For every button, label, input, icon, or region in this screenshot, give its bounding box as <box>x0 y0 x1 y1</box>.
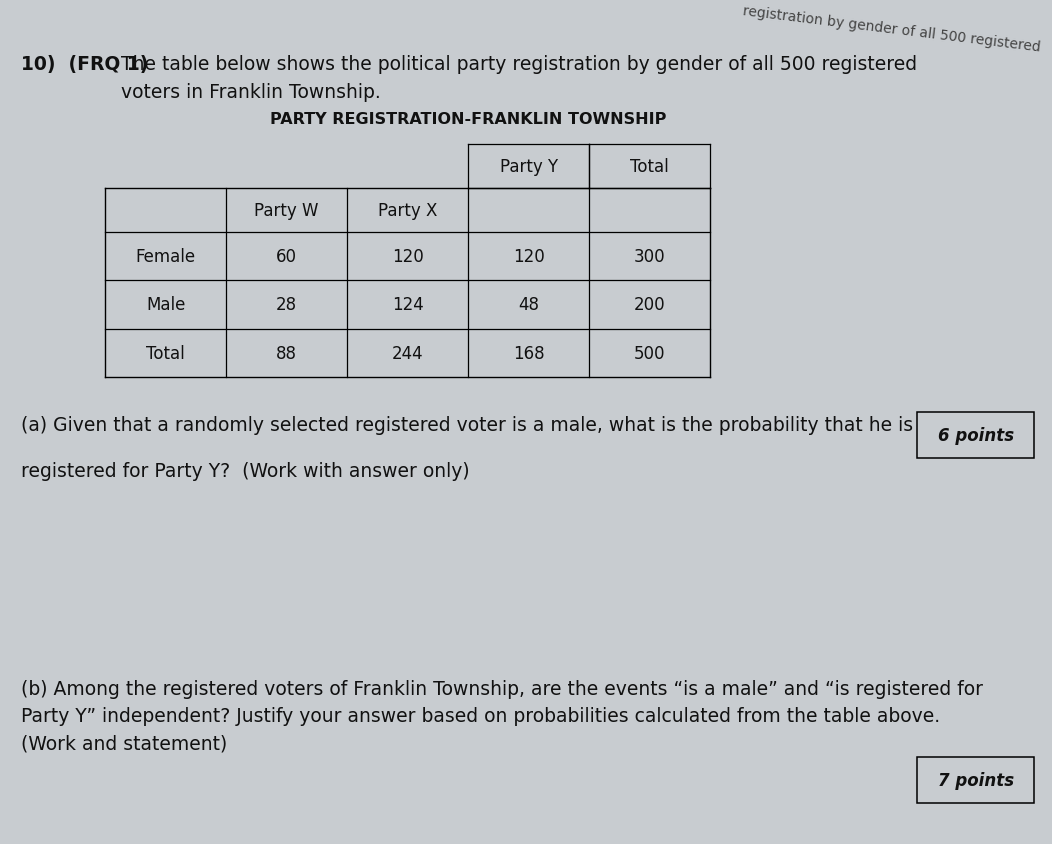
Text: registration by gender of all 500 registered: registration by gender of all 500 regist… <box>742 4 1041 55</box>
Text: 168: 168 <box>512 344 545 362</box>
Text: Total: Total <box>146 344 185 362</box>
Text: 6 points: 6 points <box>937 426 1014 445</box>
Text: 28: 28 <box>276 296 298 314</box>
Text: 60: 60 <box>277 248 297 266</box>
Text: 10)  (FRQ 1): 10) (FRQ 1) <box>21 55 155 73</box>
Text: 88: 88 <box>277 344 297 362</box>
Text: registered for Party Y?  (Work with answer only): registered for Party Y? (Work with answe… <box>21 462 469 480</box>
Text: 300: 300 <box>633 248 666 266</box>
Text: Total: Total <box>630 158 669 176</box>
Text: Party W: Party W <box>255 202 319 220</box>
Text: 500: 500 <box>634 344 665 362</box>
Text: Party X: Party X <box>378 202 438 220</box>
Text: PARTY REGISTRATION-FRANKLIN TOWNSHIP: PARTY REGISTRATION-FRANKLIN TOWNSHIP <box>270 111 666 127</box>
Text: 200: 200 <box>633 296 666 314</box>
Text: (b) Among the registered voters of Franklin Township, are the events “is a male”: (b) Among the registered voters of Frank… <box>21 679 983 753</box>
Text: Party Y: Party Y <box>500 158 558 176</box>
Text: 244: 244 <box>391 344 424 362</box>
Text: 7 points: 7 points <box>937 771 1014 789</box>
Text: 120: 120 <box>512 248 545 266</box>
Text: 124: 124 <box>391 296 424 314</box>
Text: 120: 120 <box>391 248 424 266</box>
Text: The table below shows the political party registration by gender of all 500 regi: The table below shows the political part… <box>121 55 917 102</box>
Text: Male: Male <box>146 296 185 314</box>
Text: (a) Given that a randomly selected registered voter is a male, what is the proba: (a) Given that a randomly selected regis… <box>21 415 913 434</box>
FancyBboxPatch shape <box>917 413 1034 458</box>
Text: Female: Female <box>136 248 196 266</box>
Text: 48: 48 <box>519 296 539 314</box>
FancyBboxPatch shape <box>917 757 1034 803</box>
